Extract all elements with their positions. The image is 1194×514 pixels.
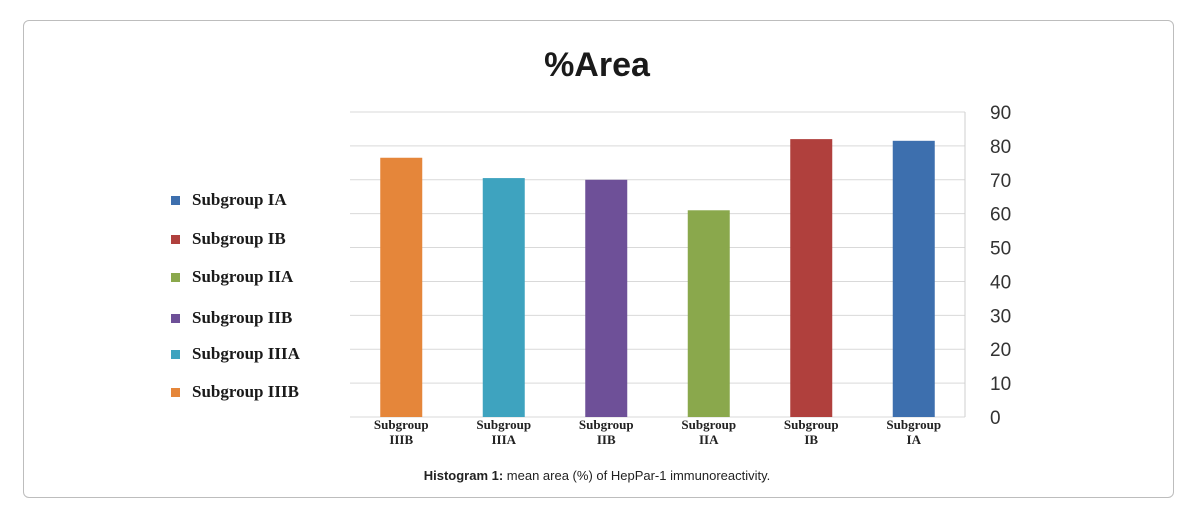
x-tick-label: Subgroup — [579, 417, 634, 432]
x-tick-label: Subgroup — [784, 417, 839, 432]
x-tick-label: Subgroup — [476, 417, 531, 432]
y-tick-label: 60 — [990, 205, 1011, 226]
bar — [892, 140, 935, 418]
y-tick-label: 50 — [990, 239, 1011, 260]
legend: Subgroup IA Subgroup IB Subgroup IIA Subgro… — [171, 190, 301, 401]
bar — [482, 178, 525, 417]
x-tick-label: IA — [907, 432, 922, 447]
legend-swatch — [171, 388, 180, 397]
y-tick-label: 30 — [990, 306, 1011, 327]
legend-swatch — [171, 196, 180, 205]
y-tick-label: 70 — [990, 171, 1011, 192]
x-tick-label: IB — [804, 432, 818, 447]
gridlines — [350, 111, 966, 418]
y-tick-label: 90 — [990, 103, 1011, 124]
x-axis-ticks: SubgroupIIIBSubgroupIIIASubgroupIIBSubgr… — [374, 417, 941, 447]
figure-caption: Histogram 1: mean area (%) of HepPar-1 i… — [0, 468, 1194, 483]
legend-label: Subgroup IA — [192, 190, 287, 209]
legend-label: Subgroup IB — [192, 229, 286, 248]
x-tick-label: IIIB — [389, 432, 413, 447]
bar — [380, 157, 423, 417]
legend-swatch — [171, 235, 180, 244]
y-tick-label: 20 — [990, 340, 1011, 361]
legend-label: Subgroup IIIA — [192, 344, 301, 363]
x-tick-label: Subgroup — [886, 417, 941, 432]
y-tick-label: 40 — [990, 272, 1011, 293]
caption-label: Histogram 1: — [423, 468, 504, 483]
bar — [687, 210, 730, 417]
legend-label: Subgroup IIA — [192, 267, 294, 286]
y-tick-label: 0 — [990, 408, 1001, 429]
x-tick-label: Subgroup — [681, 417, 736, 432]
bar — [585, 179, 628, 417]
x-tick-label: Subgroup — [374, 417, 429, 432]
bars — [380, 139, 935, 418]
legend-swatch — [171, 314, 180, 323]
chart-title: %Area — [544, 46, 651, 84]
legend-label: Subgroup IIB — [192, 308, 292, 327]
legend-swatch — [171, 273, 180, 282]
caption-text: mean area (%) of HepPar-1 immunoreactivi… — [503, 468, 771, 483]
y-axis-ticks: 0 10 20 30 40 50 60 70 80 90 — [990, 103, 1011, 429]
x-tick-label: IIB — [597, 432, 616, 447]
y-tick-label: 10 — [990, 374, 1011, 395]
x-tick-label: IIIA — [491, 432, 516, 447]
y-tick-label: 80 — [990, 137, 1011, 158]
legend-swatch — [171, 350, 180, 359]
x-tick-label: IIA — [699, 432, 719, 447]
legend-label: Subgroup IIIB — [192, 382, 299, 401]
bar — [790, 139, 833, 417]
